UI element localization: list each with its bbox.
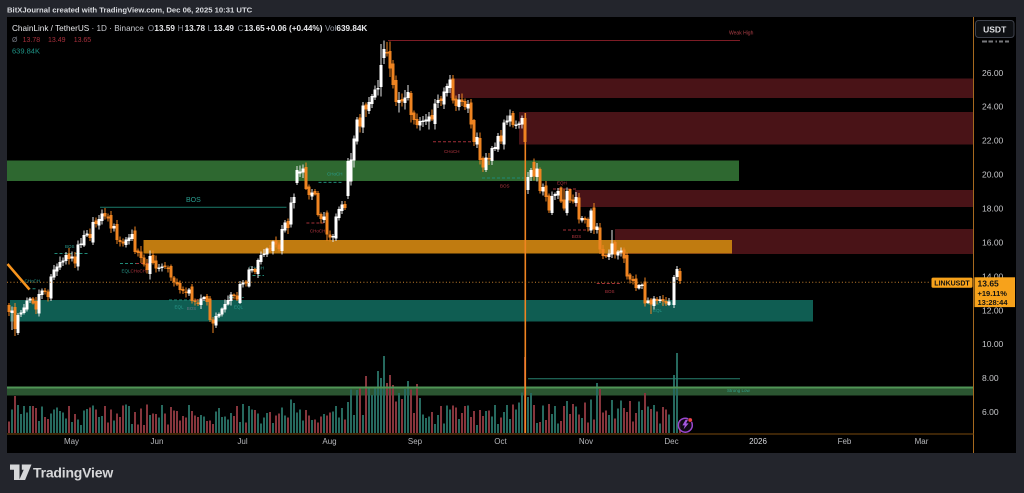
svg-text:13:28:44: 13:28:44 bbox=[978, 298, 1009, 307]
svg-text:BOS: BOS bbox=[605, 289, 615, 294]
svg-text:Feb: Feb bbox=[838, 437, 852, 446]
svg-text:Jun: Jun bbox=[151, 437, 164, 446]
svg-text:BOS: BOS bbox=[572, 234, 582, 239]
svg-text:CHoCH: CHoCH bbox=[131, 269, 147, 274]
svg-text:20.00: 20.00 bbox=[982, 170, 1004, 180]
svg-text:+19.11%: +19.11% bbox=[978, 289, 1008, 298]
svg-text:USDT: USDT bbox=[983, 24, 1007, 34]
svg-text:BOS: BOS bbox=[187, 306, 197, 311]
svg-text:EQL: EQL bbox=[234, 305, 244, 310]
svg-text:Dec: Dec bbox=[664, 437, 678, 446]
svg-text:14.00: 14.00 bbox=[982, 271, 1004, 281]
svg-text:Weak High: Weak High bbox=[729, 31, 754, 37]
svg-text:EQL: EQL bbox=[175, 305, 185, 310]
svg-text:24.00: 24.00 bbox=[982, 102, 1004, 112]
svg-text:Sep: Sep bbox=[408, 437, 423, 446]
svg-text:Mar: Mar bbox=[915, 437, 929, 446]
svg-text:BOS: BOS bbox=[500, 184, 510, 189]
svg-text:ChainLink / TetherUS · 1D · Bi: ChainLink / TetherUS · 1D · Binance O13.5… bbox=[12, 24, 367, 33]
svg-text:May: May bbox=[64, 437, 79, 446]
svg-text:Jul: Jul bbox=[237, 437, 247, 446]
svg-text:22.00: 22.00 bbox=[982, 136, 1004, 146]
svg-text:CHoCH: CHoCH bbox=[249, 266, 265, 271]
svg-text:BitXJournal created with Tradi: BitXJournal created with TradingView.com… bbox=[7, 6, 253, 15]
svg-text:10.00: 10.00 bbox=[982, 339, 1004, 349]
svg-text:16.00: 16.00 bbox=[982, 237, 1004, 247]
svg-text:18.00: 18.00 bbox=[982, 204, 1004, 214]
svg-text:LINKUSDT: LINKUSDT bbox=[934, 281, 970, 288]
svg-text:EQH: EQH bbox=[557, 181, 567, 186]
svg-text:13.65: 13.65 bbox=[978, 279, 1000, 289]
svg-text:CHoCH: CHoCH bbox=[444, 149, 460, 154]
svg-text:CHoCH: CHoCH bbox=[327, 172, 343, 177]
svg-text:EQL: EQL bbox=[653, 308, 663, 313]
svg-text:EQL: EQL bbox=[122, 269, 132, 274]
svg-text:BOS: BOS bbox=[186, 197, 201, 204]
svg-text:CHoCH: CHoCH bbox=[310, 229, 326, 234]
svg-text:8.00: 8.00 bbox=[982, 373, 999, 383]
svg-text:Strong Low: Strong Low bbox=[727, 388, 751, 393]
svg-text:Oct: Oct bbox=[494, 437, 507, 446]
svg-text:CHoCH: CHoCH bbox=[25, 279, 41, 284]
svg-text:TradingView: TradingView bbox=[33, 465, 113, 481]
svg-text:2026: 2026 bbox=[749, 437, 767, 446]
svg-text:639.84K: 639.84K bbox=[12, 47, 40, 56]
svg-text:6.00: 6.00 bbox=[982, 407, 999, 417]
svg-text:12.00: 12.00 bbox=[982, 305, 1004, 315]
svg-text:Aug: Aug bbox=[322, 437, 336, 446]
svg-text:26.00: 26.00 bbox=[982, 68, 1004, 78]
svg-text:BOS: BOS bbox=[65, 244, 75, 249]
svg-text:Nov: Nov bbox=[579, 437, 593, 446]
